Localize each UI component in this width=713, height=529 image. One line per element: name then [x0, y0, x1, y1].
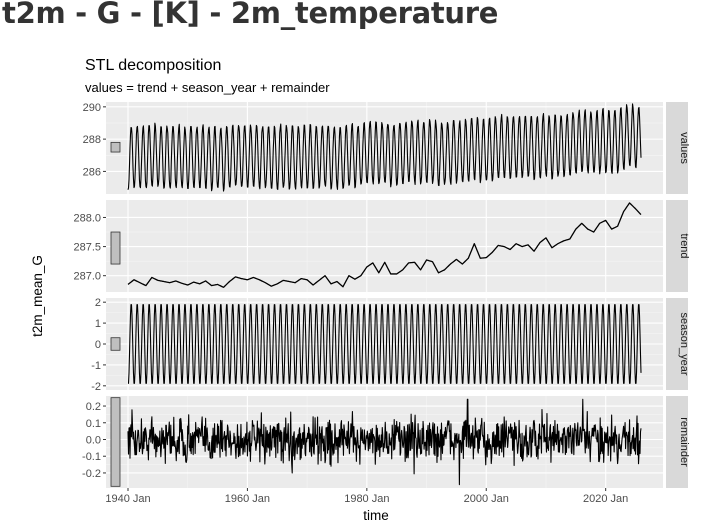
- x-axis: 1940 Jan 1960 Jan 1980 Jan 2000 Jan 2020 Jan: [105, 488, 628, 505]
- series-line-remainder: [127, 398, 642, 486]
- facet-strip-label: values: [678, 132, 690, 164]
- chart-title: STL decomposition: [85, 57, 221, 74]
- facet-strip: [666, 396, 688, 488]
- y-axis-title: t2m_mean_G: [30, 255, 45, 337]
- panel-background: [106, 200, 663, 292]
- facet-strip-label: season_year: [678, 313, 690, 376]
- facet-strip: [666, 298, 688, 390]
- x-tick-label: 1940 Jan: [105, 493, 150, 505]
- x-tick-label: 2020 Jan: [583, 493, 628, 505]
- y-tick-label: 287.5: [73, 242, 101, 254]
- facet-strip-label: trend: [678, 233, 690, 258]
- y-tick-label: -0.2: [82, 468, 101, 480]
- range-scale-bar: [110, 231, 121, 265]
- y-tick-label: 288.0: [73, 212, 101, 224]
- facet-strip: [666, 102, 688, 194]
- range-scale-bar: [110, 397, 121, 487]
- range-scale-bar: [110, 141, 121, 153]
- facet-strip: [666, 200, 688, 292]
- y-tick-label: -2: [91, 381, 101, 393]
- range-scale-bar: [110, 337, 121, 351]
- chart-subtitle: values = trend + season_year + remainder: [85, 80, 330, 95]
- y-tick-label: 288: [83, 134, 101, 146]
- y-tick-label: 0.2: [86, 401, 101, 413]
- panel-values: 286 288 290 values: [83, 102, 690, 194]
- y-tick-label: 287.0: [73, 271, 101, 283]
- y-tick-label: 286: [83, 166, 101, 178]
- y-tick-label: -1: [91, 360, 101, 372]
- facet-panels: 286 288 290 values 287.0 287.5 288.0 trend -2 -1 0…: [73, 102, 690, 488]
- panel-season_year: -2 -1 0 1 2 season_year: [91, 297, 690, 393]
- y-tick-label: 2: [95, 297, 101, 309]
- series-line-season_year: [127, 304, 642, 384]
- y-tick-label: -0.1: [82, 451, 101, 463]
- y-tick-label: 0.1: [86, 418, 101, 430]
- y-tick-label: 0: [95, 339, 101, 351]
- x-tick-label: 1960 Jan: [225, 493, 270, 505]
- y-tick-label: 290: [83, 102, 101, 114]
- x-tick-label: 2000 Jan: [464, 493, 509, 505]
- y-tick-label: 0.0: [86, 434, 101, 446]
- facet-strip-label: remainder: [678, 417, 690, 467]
- panel-trend: 287.0 287.5 288.0 trend: [73, 200, 690, 292]
- panel-remainder: -0.2 -0.1 0.0 0.1 0.2 remainder: [82, 396, 690, 488]
- page-heading: t2m - G - [K] - 2m_temperature: [2, 0, 499, 30]
- series-line-trend: [127, 202, 642, 288]
- y-tick-label: 1: [95, 318, 101, 330]
- series-line-values: [127, 103, 642, 192]
- x-axis-title: time: [363, 508, 389, 523]
- x-tick-label: 1980 Jan: [344, 493, 389, 505]
